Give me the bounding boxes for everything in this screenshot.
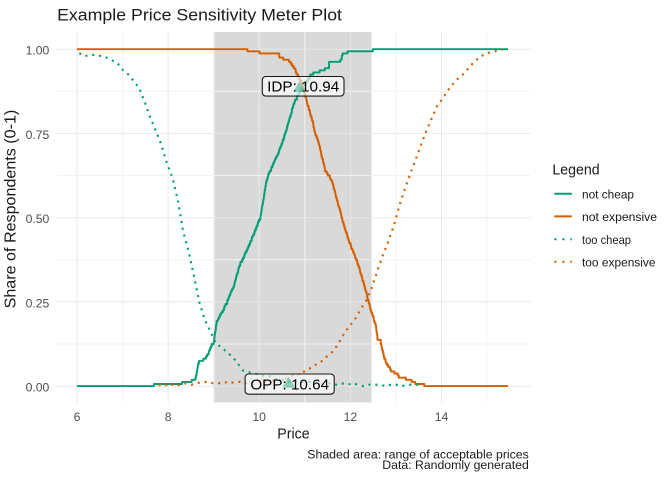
svg-text:10: 10 — [252, 410, 266, 424]
svg-text:Example Price Sensitivity Mete: Example Price Sensitivity Meter Plot — [57, 6, 342, 25]
svg-text:Price: Price — [277, 426, 309, 442]
svg-text:8: 8 — [165, 410, 172, 424]
svg-text:too expensive: too expensive — [582, 255, 656, 269]
svg-text:0.50: 0.50 — [26, 212, 50, 226]
svg-text:not expensive: not expensive — [582, 210, 657, 224]
svg-text:IDP: 10.94: IDP: 10.94 — [267, 80, 339, 96]
svg-text:Legend: Legend — [552, 162, 599, 178]
svg-text:0.25: 0.25 — [26, 296, 50, 310]
svg-text:Shaded area: range of acceptab: Shaded area: range of acceptable prices — [307, 447, 529, 461]
svg-text:not cheap: not cheap — [582, 187, 634, 201]
svg-text:14: 14 — [435, 410, 449, 424]
svg-text:0.75: 0.75 — [26, 128, 50, 142]
svg-text:12: 12 — [344, 410, 358, 424]
svg-text:1.00: 1.00 — [26, 44, 50, 58]
svg-text:6: 6 — [74, 410, 81, 424]
svg-text:0.00: 0.00 — [26, 381, 50, 395]
svg-text:too cheap: too cheap — [582, 233, 631, 247]
svg-text:OPP: 10.64: OPP: 10.64 — [250, 377, 329, 393]
svg-text:Share of Respondents (0-1): Share of Respondents (0-1) — [3, 110, 20, 309]
svg-text:Data: Randomly generated: Data: Randomly generated — [382, 458, 529, 472]
